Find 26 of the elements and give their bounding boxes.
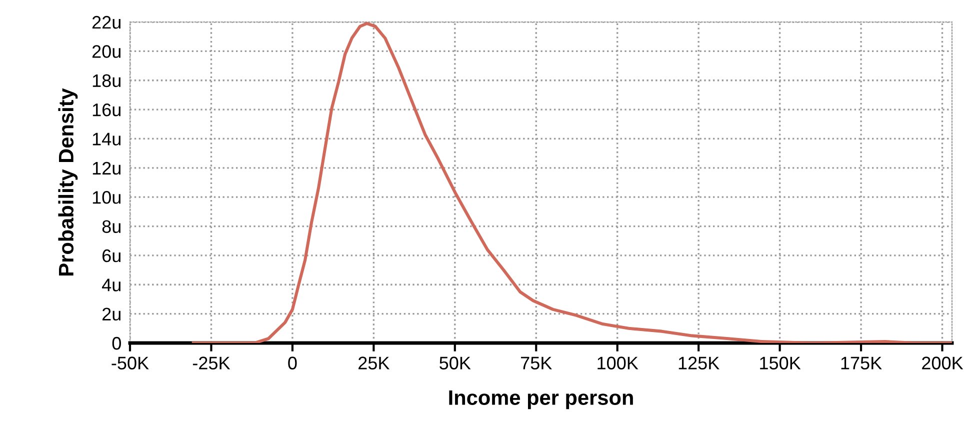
y-tick-label: 16u [92, 103, 120, 116]
y-tick-label: 6u [102, 249, 120, 262]
y-tick-label: 12u [92, 162, 120, 175]
y-tick-label: 8u [102, 220, 120, 233]
x-tick-label: 200K [922, 356, 964, 370]
y-tick-label: 14u [92, 132, 120, 146]
y-tick-label: 4u [102, 278, 120, 292]
x-tick-label: 75K [520, 356, 552, 370]
y-tick-label: 0 [112, 336, 121, 350]
x-tick-label: 150K [760, 356, 801, 370]
y-tick-label: 2u [102, 308, 120, 321]
y-tick-label: 20u [92, 45, 120, 58]
x-axis-title: Income per person [449, 390, 633, 410]
x-tick-label: -25K [192, 356, 230, 370]
x-tick-label: 50K [440, 356, 471, 370]
x-tick-label: 100K [598, 356, 638, 370]
y-axis-title: Probability Density [58, 88, 78, 276]
x-tick-label: -50K [112, 356, 149, 370]
y-tick-label: 10u [92, 191, 120, 204]
y-tick-label: 22u [92, 16, 120, 29]
x-tick-label: 0 [288, 356, 297, 370]
x-tick-label: 175K [841, 356, 882, 370]
x-tick-label: 125K [678, 356, 720, 370]
y-tick-label: 18u [92, 74, 120, 88]
x-tick-label: 25K [358, 356, 390, 370]
line-series [192, 22, 952, 343]
